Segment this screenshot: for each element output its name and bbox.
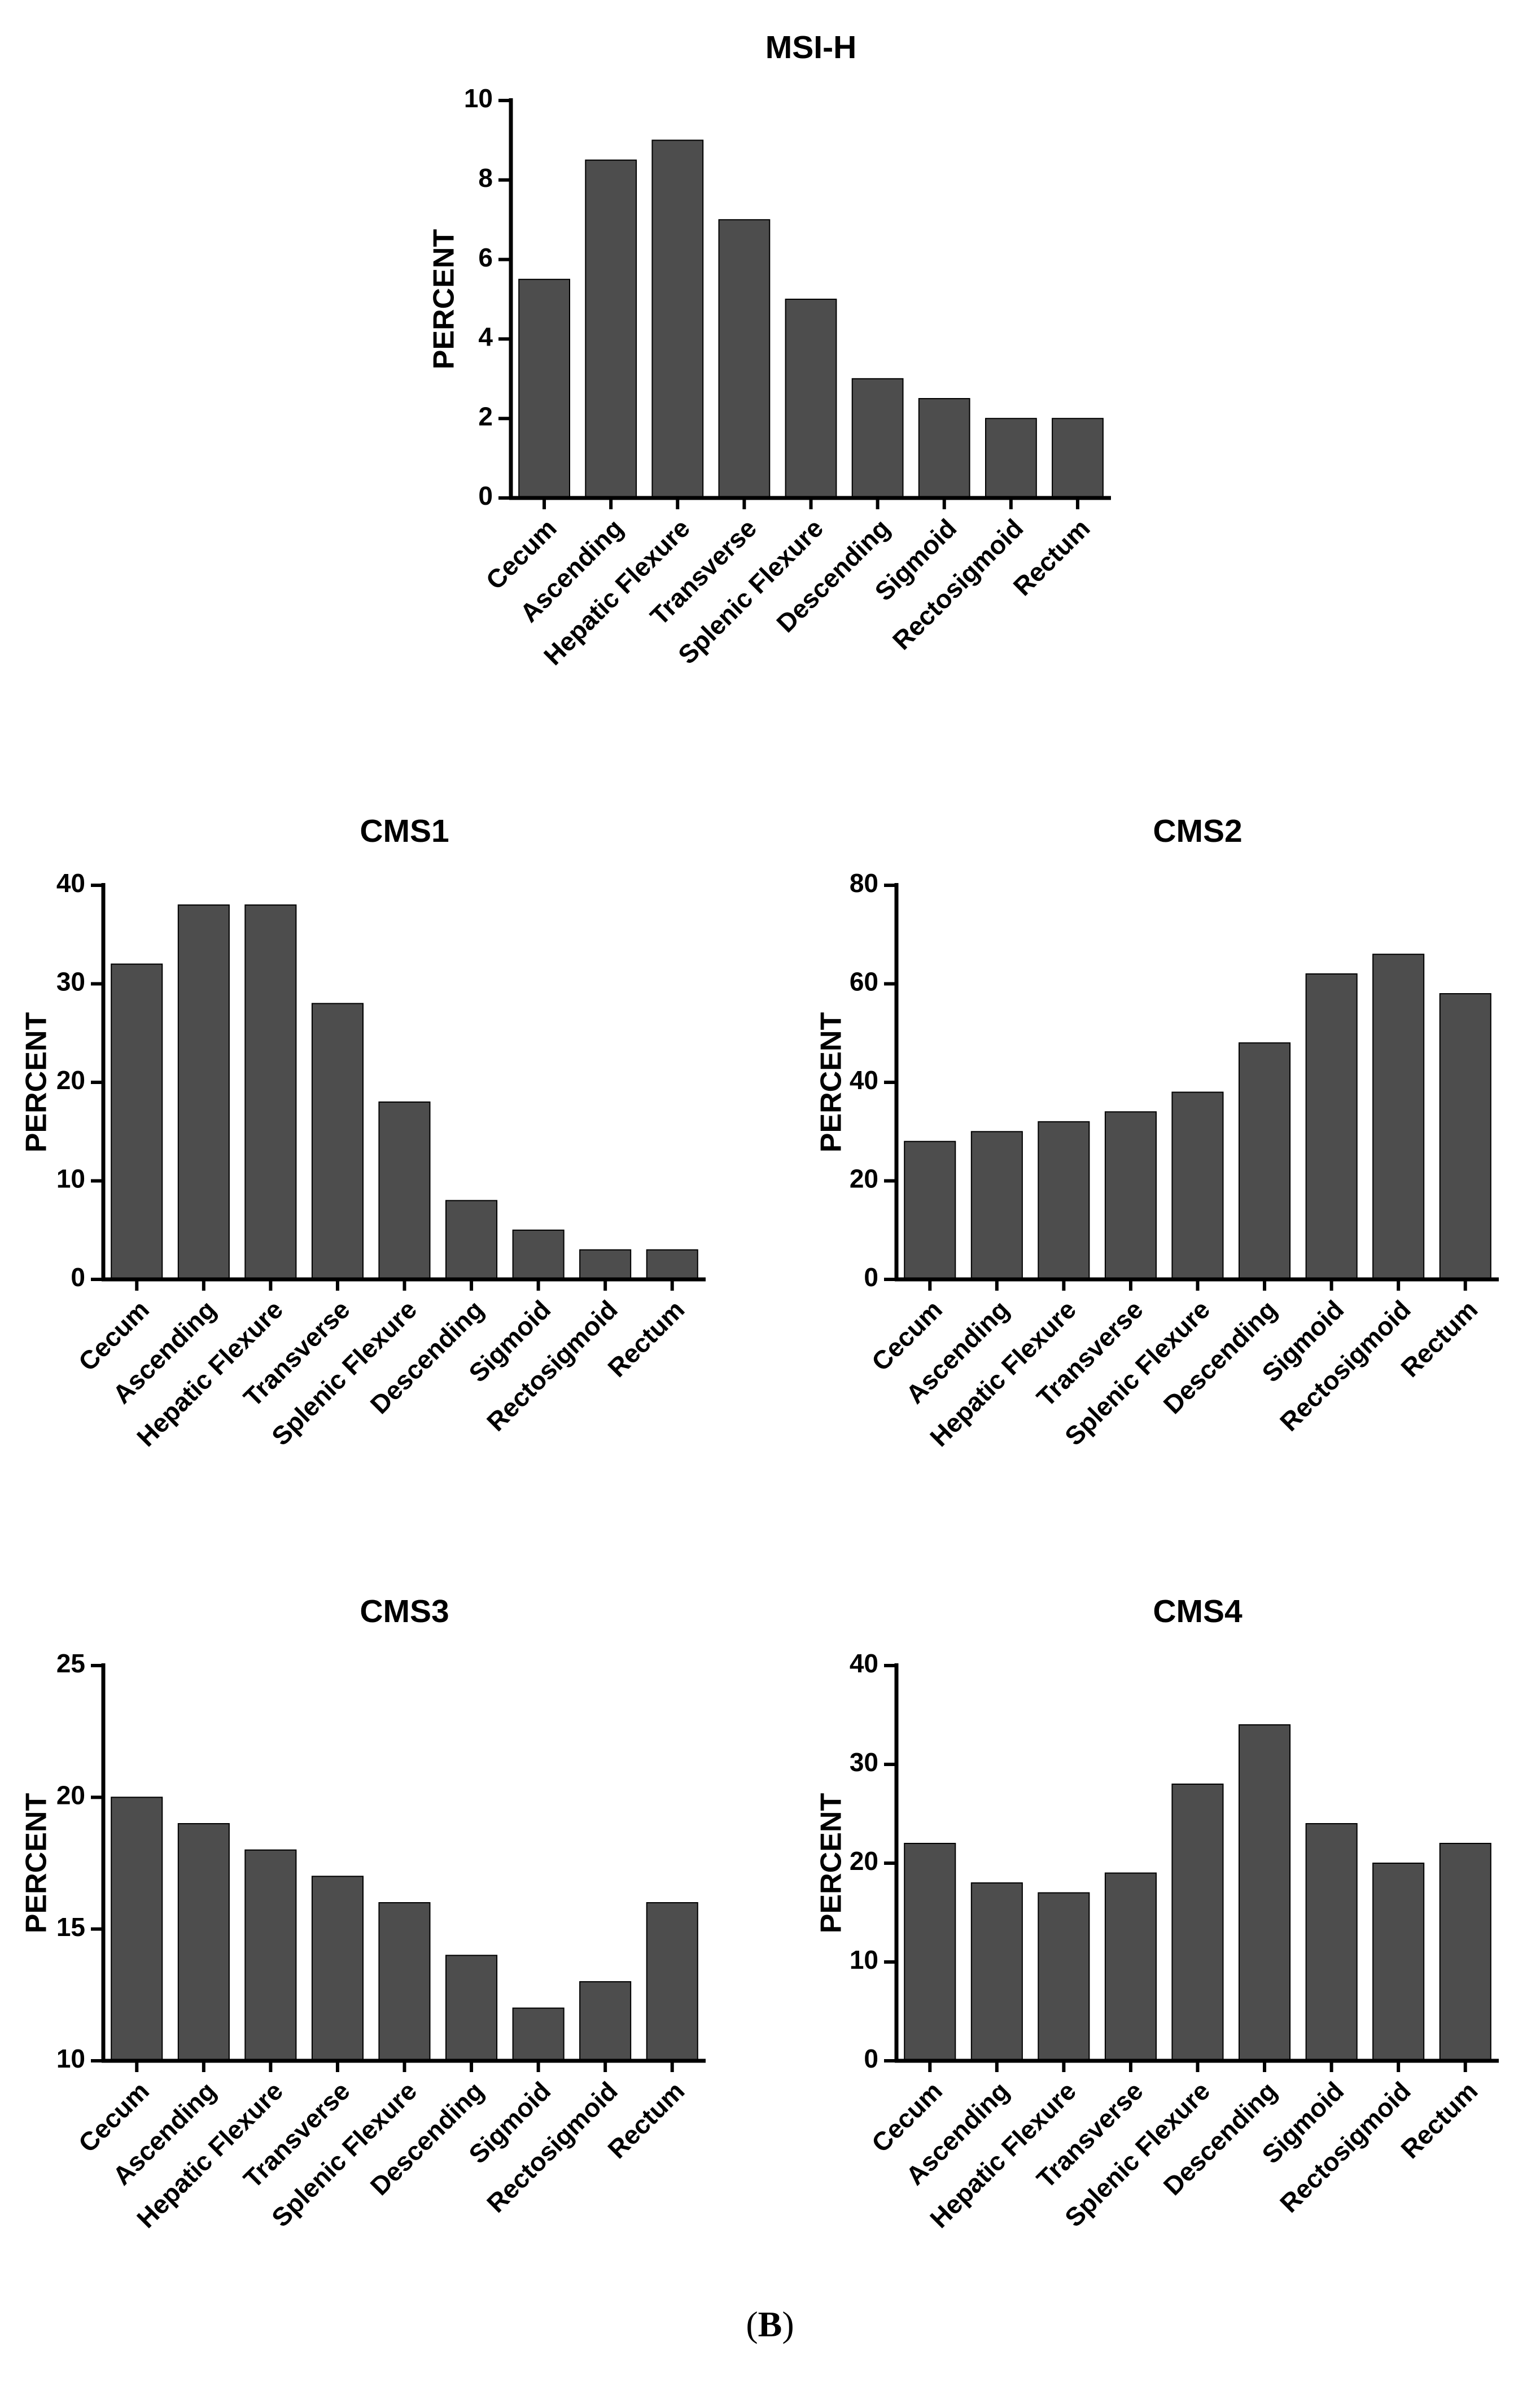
chart-title: CMS2 bbox=[1153, 813, 1242, 849]
bar-cecum bbox=[111, 1797, 163, 2062]
y-tick-label: 60 bbox=[850, 967, 878, 997]
bar-rectum bbox=[1052, 418, 1104, 499]
y-tick-label: 10 bbox=[850, 1945, 878, 1974]
bar-rectum bbox=[1439, 993, 1491, 1280]
bar-cecum bbox=[518, 278, 571, 499]
bar-rectosigmoid bbox=[985, 418, 1037, 499]
bar-rectum bbox=[646, 1249, 698, 1280]
bar-splenic-flexure bbox=[378, 1101, 431, 1281]
bar-hepatic-flexure bbox=[244, 1849, 297, 2061]
bar-descending bbox=[1239, 1042, 1291, 1280]
bar-transverse bbox=[1104, 1872, 1157, 2061]
bar-splenic-flexure bbox=[378, 1902, 431, 2061]
bar-descending bbox=[851, 378, 904, 499]
bar-cecum bbox=[904, 1140, 956, 1280]
y-tick-label: 4 bbox=[478, 322, 493, 352]
y-tick-label: 8 bbox=[478, 163, 493, 193]
y-axis-title: PERCENT bbox=[815, 1012, 848, 1153]
y-tick-label: 0 bbox=[478, 481, 493, 510]
y-tick-label: 6 bbox=[478, 243, 493, 272]
bar-ascending bbox=[177, 1823, 230, 2061]
bar-cecum bbox=[904, 1843, 956, 2061]
bar-splenic-flexure bbox=[1171, 1091, 1224, 1280]
bar-descending bbox=[1239, 1724, 1291, 2061]
bar-transverse bbox=[311, 1003, 364, 1281]
y-tick-label: 0 bbox=[864, 1262, 878, 1292]
y-tick-label: 0 bbox=[71, 1262, 85, 1292]
bar-hepatic-flexure bbox=[244, 904, 297, 1280]
y-tick-label: 2 bbox=[478, 401, 493, 431]
bar-rectosigmoid bbox=[579, 1981, 632, 2061]
y-tick-label: 20 bbox=[850, 1164, 878, 1194]
y-tick-label: 20 bbox=[850, 1846, 878, 1876]
y-tick-label: 40 bbox=[56, 868, 85, 898]
chart-title: CMS4 bbox=[1153, 1593, 1243, 1629]
bar-ascending bbox=[177, 904, 230, 1280]
y-tick-label: 40 bbox=[850, 1065, 878, 1095]
chart-msi-h: MSI-HPERCENT0246810CecumAscendingHepatic… bbox=[428, 29, 1111, 671]
y-tick-label: 30 bbox=[850, 1747, 878, 1777]
chart-title: CMS1 bbox=[360, 813, 449, 849]
bar-hepatic-flexure bbox=[1038, 1892, 1090, 2061]
chart-title: MSI-H bbox=[765, 29, 856, 65]
caption-open-paren: ( bbox=[746, 2304, 758, 2344]
bar-transverse bbox=[1104, 1111, 1157, 1281]
bar-ascending bbox=[585, 159, 637, 499]
bar-rectum bbox=[1439, 1843, 1491, 2061]
y-tick-label: 15 bbox=[56, 1912, 85, 1942]
y-tick-label: 80 bbox=[850, 868, 878, 898]
chart-cms1: CMS1PERCENT010203040CecumAscendingHepati… bbox=[20, 813, 706, 1452]
bar-sigmoid bbox=[512, 2007, 565, 2061]
caption-close-paren: ) bbox=[782, 2304, 794, 2344]
bar-descending bbox=[445, 1200, 498, 1280]
y-tick-label: 0 bbox=[864, 2044, 878, 2073]
chart-cms2: CMS2PERCENT020406080CecumAscendingHepati… bbox=[815, 813, 1499, 1452]
bar-sigmoid bbox=[1305, 973, 1358, 1280]
caption-panel-letter: B bbox=[758, 2304, 782, 2344]
chart-cms3: CMS3PERCENT10152025CecumAscendingHepatic… bbox=[20, 1593, 706, 2234]
bar-transverse bbox=[718, 219, 771, 499]
bar-cecum bbox=[111, 963, 163, 1280]
y-axis-title: PERCENT bbox=[815, 1793, 848, 1934]
bar-ascending bbox=[970, 1131, 1023, 1281]
panel-caption: (B) bbox=[0, 2304, 1540, 2345]
bar-ascending bbox=[970, 1882, 1023, 2061]
y-tick-label: 10 bbox=[56, 1164, 85, 1194]
y-tick-label: 30 bbox=[56, 967, 85, 997]
y-tick-label: 20 bbox=[56, 1065, 85, 1095]
bar-hepatic-flexure bbox=[1038, 1121, 1090, 1281]
bar-rectosigmoid bbox=[579, 1249, 632, 1280]
y-tick-label: 10 bbox=[56, 2044, 85, 2073]
y-axis-title: PERCENT bbox=[20, 1793, 53, 1934]
bar-splenic-flexure bbox=[785, 299, 837, 499]
bar-rectosigmoid bbox=[1372, 954, 1425, 1280]
chart-cms4: CMS4PERCENT010203040CecumAscendingHepati… bbox=[815, 1593, 1499, 2234]
y-tick-label: 20 bbox=[56, 1780, 85, 1810]
bar-rectum bbox=[646, 1902, 698, 2061]
chart-title: CMS3 bbox=[360, 1593, 449, 1629]
bar-splenic-flexure bbox=[1171, 1784, 1224, 2061]
y-axis-title: PERCENT bbox=[20, 1012, 53, 1153]
y-tick-label: 10 bbox=[464, 84, 493, 113]
y-tick-label: 40 bbox=[850, 1649, 878, 1678]
bar-sigmoid bbox=[918, 398, 970, 499]
bar-descending bbox=[445, 1955, 498, 2062]
bar-hepatic-flexure bbox=[651, 139, 704, 499]
bar-sigmoid bbox=[512, 1229, 565, 1281]
bar-rectosigmoid bbox=[1372, 1863, 1425, 2061]
bar-transverse bbox=[311, 1876, 364, 2062]
y-tick-label: 25 bbox=[56, 1649, 85, 1678]
bar-sigmoid bbox=[1305, 1823, 1358, 2061]
y-axis-title: PERCENT bbox=[428, 229, 461, 370]
